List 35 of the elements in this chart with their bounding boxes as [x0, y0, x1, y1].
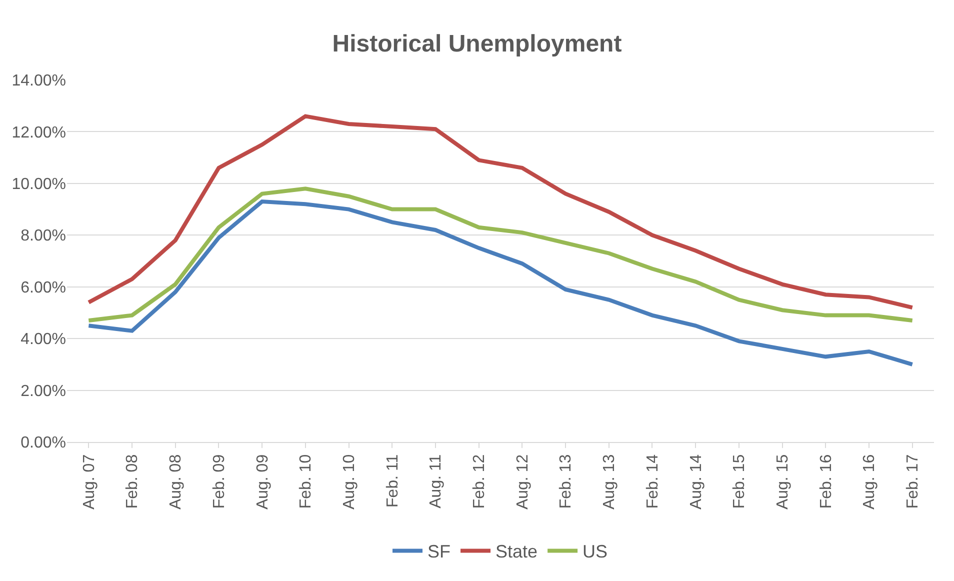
x-tick-label: Feb. 15: [731, 454, 748, 509]
x-tick-label: Feb. 09: [210, 454, 228, 509]
y-tick-label: 14.00%: [12, 72, 66, 90]
x-tick-label: Feb. 11: [384, 454, 402, 508]
x-tick-label: Aug. 11: [428, 454, 445, 508]
line-series: [86, 186, 914, 322]
x-tick-label: Aug. 10: [340, 454, 358, 510]
x-tick-label: Aug. 12: [514, 454, 532, 510]
y-tick-label: 4.00%: [20, 331, 66, 348]
x-tick-label: Aug. 13: [601, 454, 618, 510]
x-tick-label: Feb. 08: [124, 454, 142, 509]
y-tick-label: 0.00%: [20, 434, 66, 452]
x-tick-label: Aug. 08: [168, 454, 185, 510]
legend-label: SF: [428, 542, 451, 562]
legend-label: State: [496, 542, 538, 562]
y-tick-label: 2.00%: [20, 382, 66, 400]
x-tick-label: Aug. 09: [254, 454, 272, 510]
x-tick-label: Aug. 16: [861, 454, 878, 510]
y-tick-label: 12.00%: [12, 124, 66, 142]
y-tick-label: 8.00%: [20, 228, 66, 245]
legend-label: US: [582, 542, 608, 562]
line-series: [86, 114, 914, 310]
line-series: [86, 200, 914, 366]
y-tick-label: 6.00%: [20, 279, 66, 296]
chart-title: Historical Unemployment: [332, 30, 622, 58]
x-tick-label: Feb. 13: [558, 454, 575, 509]
x-tick-label: Feb. 14: [644, 454, 662, 509]
x-tick-label: Feb. 12: [471, 454, 488, 509]
x-tick-label: Feb. 17: [904, 454, 922, 509]
x-tick-label: Feb. 10: [298, 454, 315, 509]
x-tick-label: Aug. 07: [80, 454, 98, 510]
x-tick-label: Aug. 14: [688, 454, 705, 510]
x-tick-label: Feb. 16: [818, 454, 835, 509]
x-tick-label: Aug. 15: [774, 454, 792, 510]
y-tick-label: 10.00%: [12, 176, 66, 194]
